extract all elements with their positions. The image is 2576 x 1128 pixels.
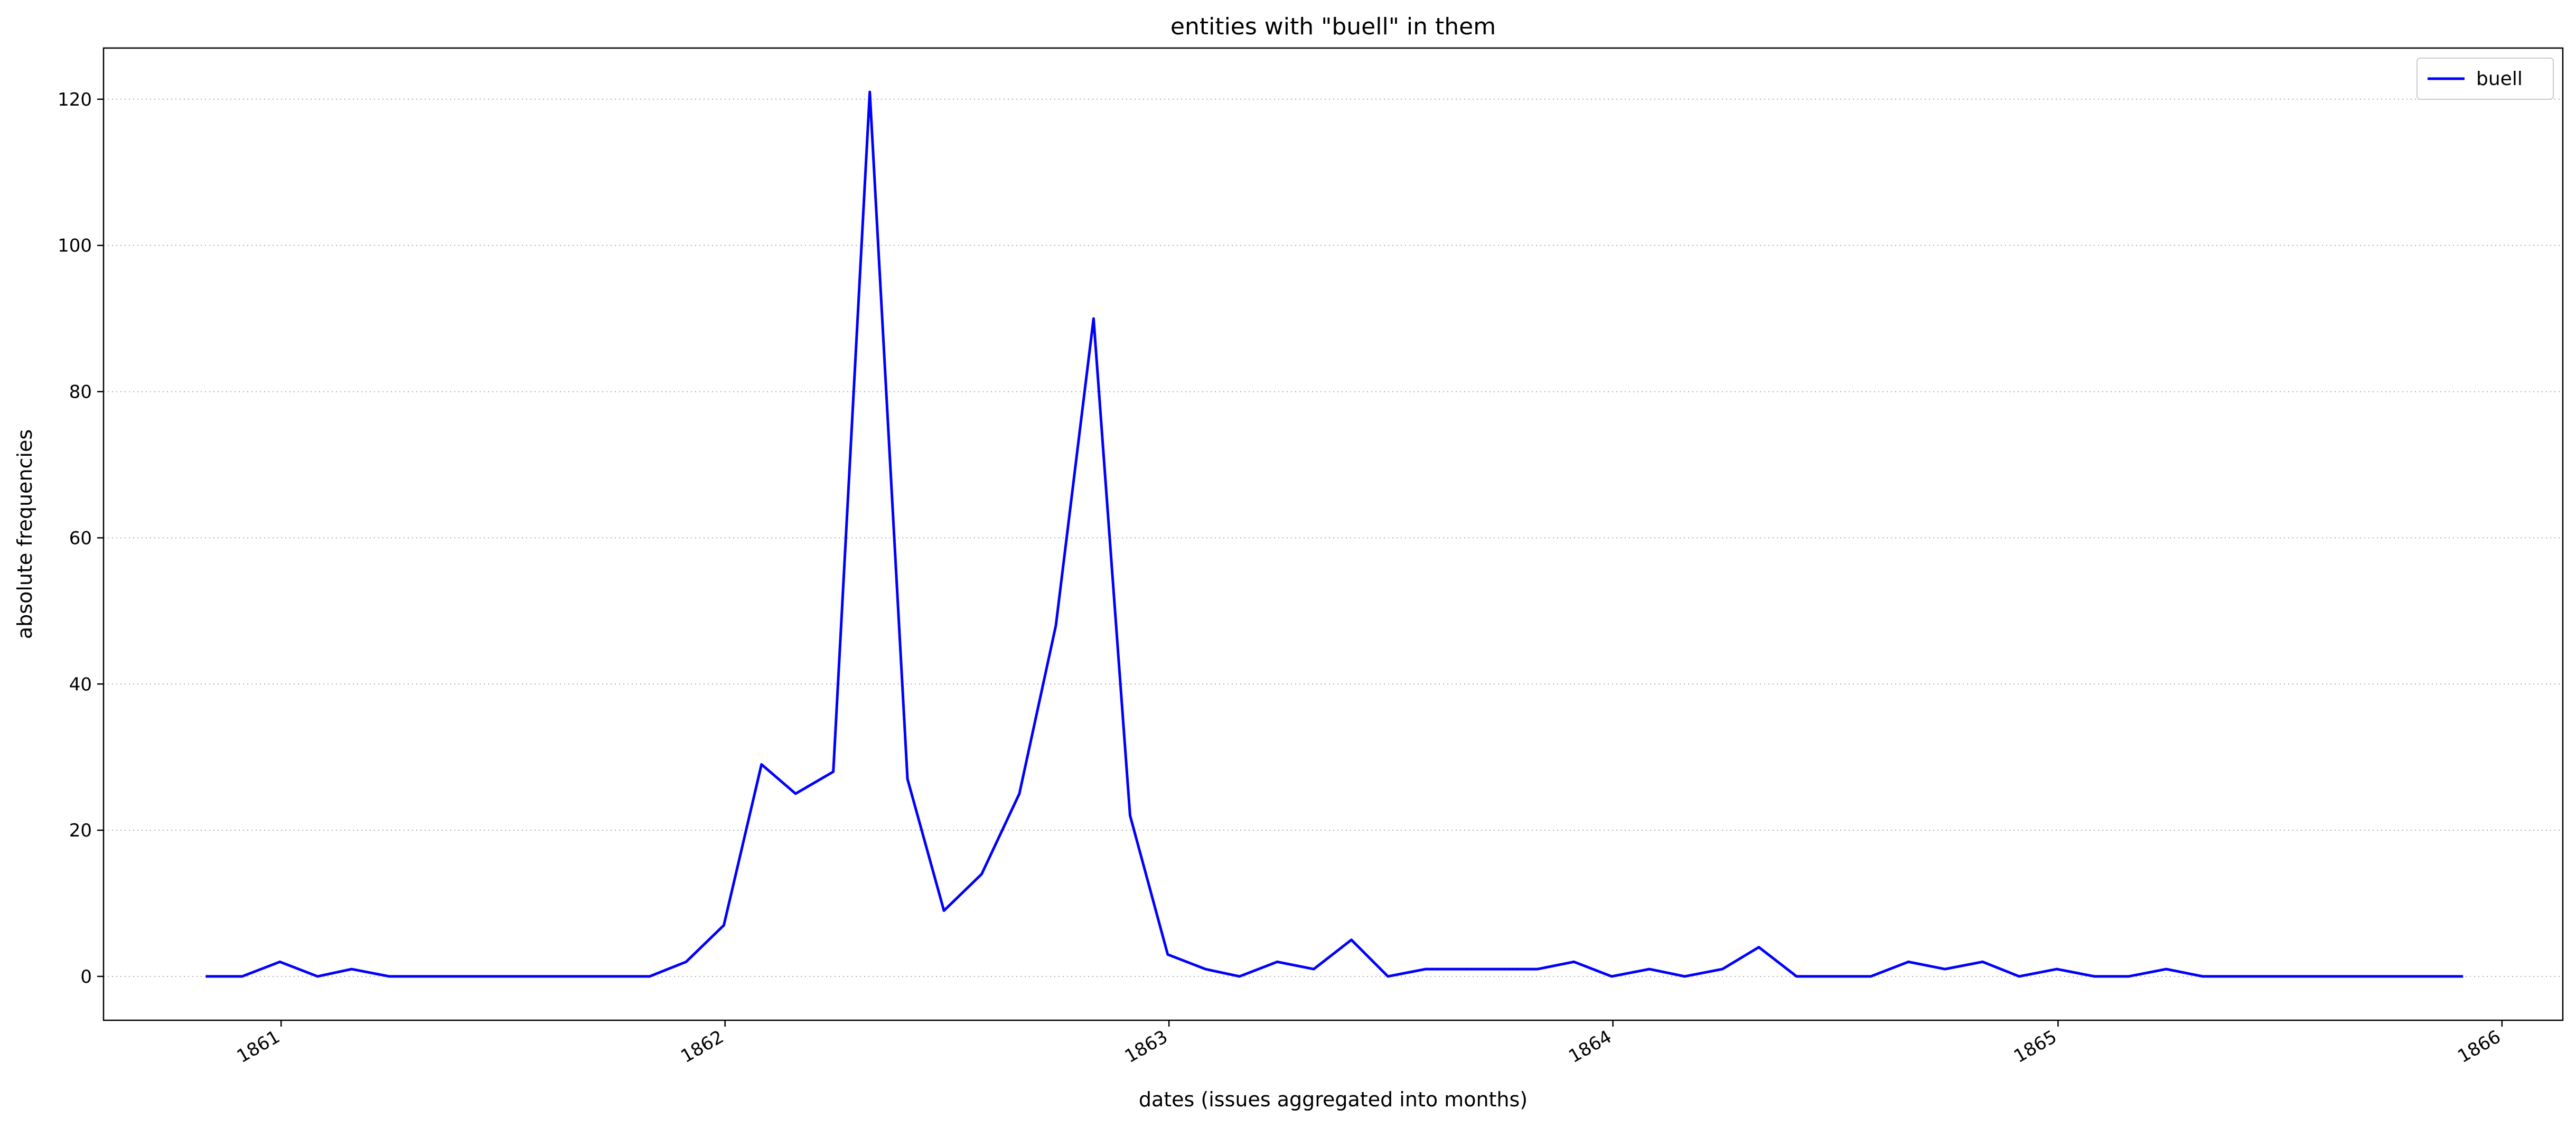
plot-frame <box>102 47 2564 1021</box>
y-tick-label: 80 <box>69 382 92 403</box>
y-tick-label: 100 <box>58 236 92 257</box>
legend-box <box>2416 58 2554 100</box>
legend-label-buell: buell <box>2476 68 2523 90</box>
chart-title: entities with "buell" in them <box>1170 13 1496 40</box>
series-line-buell <box>205 90 2463 978</box>
y-tick-label: 20 <box>69 820 92 841</box>
y-axis: 0 20 40 60 80 100 120 <box>58 89 104 988</box>
x-axis-label: dates (issues aggregated into months) <box>1139 1088 1528 1111</box>
grid-lines <box>104 98 2563 977</box>
y-axis-label: absolute frequencies <box>13 429 36 639</box>
y-tick-label: 120 <box>58 89 92 110</box>
y-tick-label: 0 <box>80 966 92 988</box>
legend: buell <box>2416 58 2554 100</box>
series-layer <box>205 90 2463 978</box>
y-tick-label: 40 <box>69 674 92 695</box>
y-tick-label: 60 <box>69 528 92 549</box>
